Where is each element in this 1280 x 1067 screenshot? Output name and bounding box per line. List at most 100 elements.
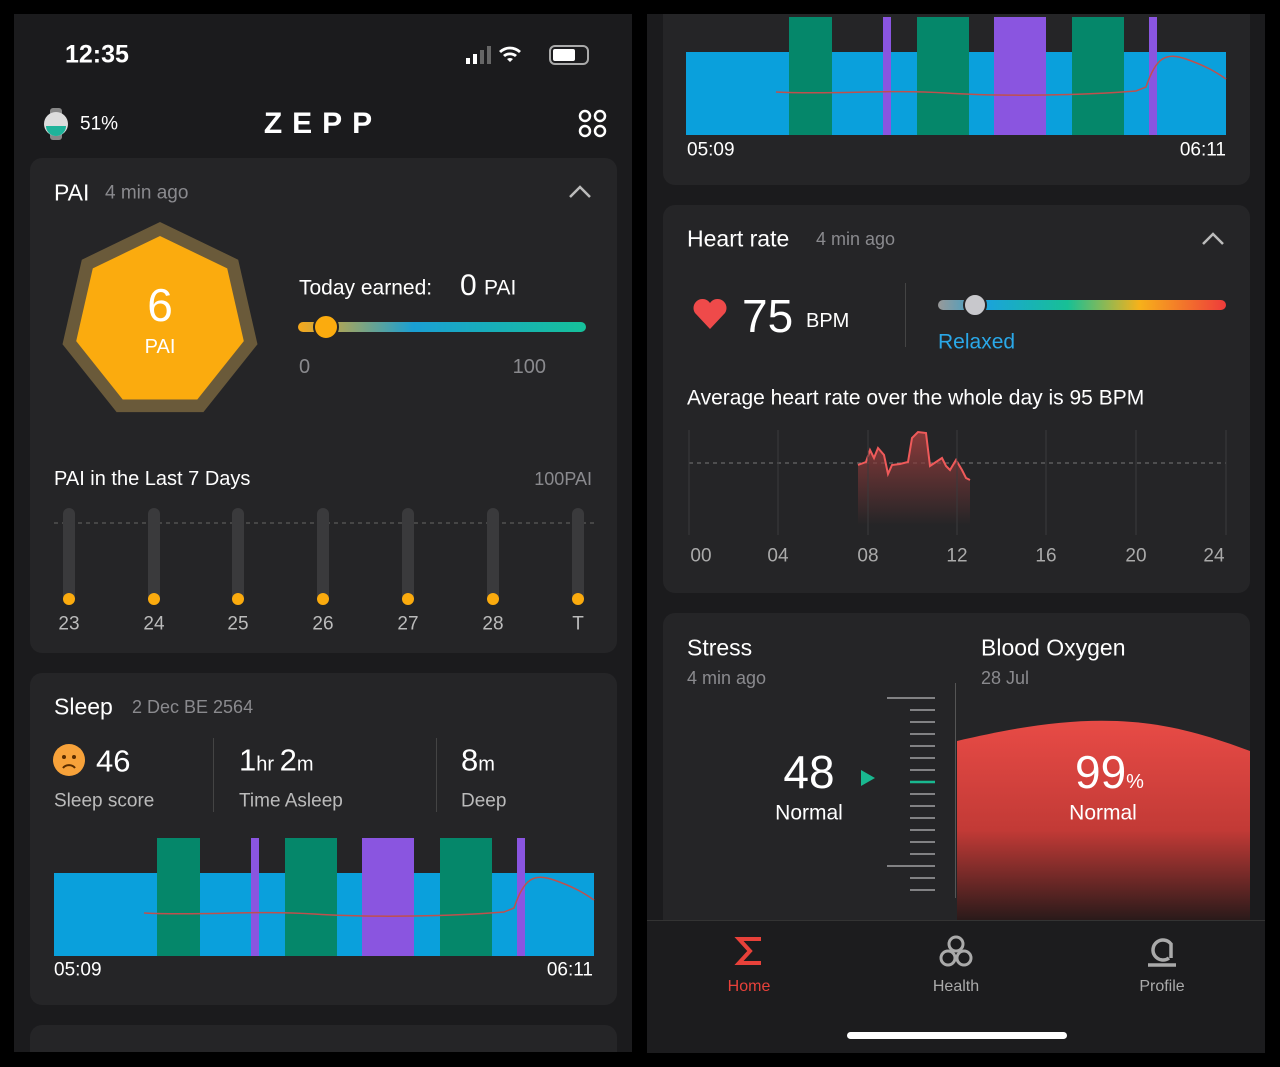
today-label: Today earned: [299,276,433,300]
stress-status: Normal [775,801,843,825]
sleep-date: 2 Dec BE 2564 [132,697,254,717]
day-track [317,508,329,604]
stress-time: 4 min ago [687,668,767,688]
week-chart [54,508,594,605]
day-dot [148,593,160,605]
sleep-stage [883,17,891,135]
day-track [572,508,584,604]
day-dot [402,593,414,605]
collapse-icon[interactable] [568,185,592,199]
sleep-stage-chart [54,838,595,956]
deep-unit: m [478,753,495,776]
hr-value: 75 [742,290,794,342]
day-dot [232,593,244,605]
divider [955,683,956,898]
sleep-hr-line [143,876,595,917]
tab-label[interactable]: Profile [1139,978,1185,995]
day-label: 24 [143,613,165,635]
tab-label[interactable]: Health [932,978,980,995]
deep-label: Deep [461,790,507,812]
divider [905,283,906,347]
sleep-end: 06:11 [546,959,593,981]
hour-label: 24 [1203,545,1225,567]
hour-label: 04 [767,545,789,567]
battery: 51% [80,113,119,135]
sleep-stage [440,838,492,956]
sleep-score-label: Sleep score [54,790,155,812]
deep-value: 8 [461,742,479,778]
day-label: 25 [227,613,249,635]
next-card[interactable] [30,1025,617,1052]
oxygen-wave [957,720,1250,920]
stress-title: Stress [687,634,753,661]
pai-unit: PAI [144,336,176,358]
hour-label: 16 [1035,545,1057,567]
pai-time: 4 min ago [105,182,189,204]
oxygen-value: 99 [1075,746,1127,798]
range-min: 0 [299,356,311,378]
hr-time: 4 min ago [816,229,896,249]
day-dot [487,593,499,605]
time-asleep-label: Time Asleep [239,790,343,812]
sleep-stage [917,17,969,135]
pai-score: 6 [147,279,173,331]
day-dot [572,593,584,605]
status-time: 12:35 [65,40,129,69]
minutes-unit: m [296,753,314,776]
logo: ZEPP [263,107,383,140]
tab-label[interactable]: Home [727,978,771,995]
sleep-stage [157,838,200,956]
hours: 1 [239,742,257,778]
oxygen-unit: % [1126,771,1144,793]
sleep-start: 05:09 [687,139,735,161]
sleep-hr-line [775,55,1227,96]
pai-slider [298,314,586,340]
hour-label: 00 [690,545,712,567]
day-label: 27 [397,613,419,635]
sleep-score: 46 [96,743,131,779]
status-icons [466,45,589,65]
sleep-end: 06:11 [1179,139,1226,161]
sleep-stage-chart [686,17,1227,135]
pai-title: PAI [54,179,90,206]
sleep-stage [994,17,1046,135]
today-value: 0 [460,269,477,302]
sleep-stage [517,838,525,956]
sleep-stage [285,838,337,956]
sleep-stage [362,838,414,956]
day-dot [317,593,329,605]
oxygen-status: Normal [1069,801,1137,825]
hr-unit: BPM [806,310,850,332]
divider [213,738,214,812]
sleep-stage [789,17,832,135]
day-track [148,508,160,604]
health-icon[interactable] [938,934,974,968]
hr-slider [938,293,1226,317]
sleep-stage [251,838,259,956]
apps-icon[interactable] [578,109,608,139]
hours-unit: hr [256,753,275,776]
tab-bar [647,920,1265,1053]
home-icon[interactable] [734,935,765,967]
oxygen-reading: 99% [1075,749,1144,795]
oxygen-date: 28 Jul [981,668,1030,688]
hr-average: Average heart rate over the whole day is… [687,386,1145,410]
hour-label: 12 [946,545,968,567]
hr-zone: Relaxed [938,330,1016,354]
hour-label: 20 [1125,545,1147,567]
day-label: 28 [482,613,504,635]
day-track [402,508,414,604]
day-track [232,508,244,604]
stress-value: 48 [783,746,835,798]
sleep-stage [1072,17,1124,135]
profile-icon[interactable] [1145,934,1179,968]
collapse-icon[interactable] [1201,232,1225,246]
hr-chart [688,430,1227,535]
day-label: T [572,613,584,635]
week-title: PAI in the Last 7 Days [54,468,251,490]
day-track [487,508,499,604]
sleep-emoji [53,744,85,776]
sleep-stage [1149,17,1157,135]
